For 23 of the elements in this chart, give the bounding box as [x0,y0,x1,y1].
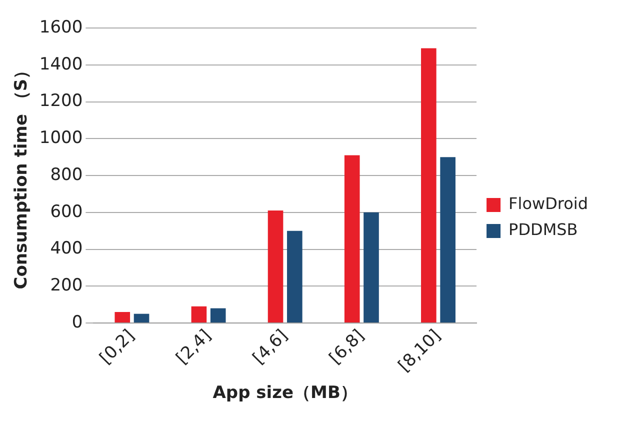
bar [364,212,379,323]
legend-label: FlowDroid [508,194,588,214]
bar [421,48,436,323]
y-tick-label: 1400 [39,54,83,74]
y-tick-label: 1600 [39,17,83,38]
bar [440,157,456,323]
bar [268,210,284,323]
y-tick-label: 200 [50,276,83,296]
bar [287,230,302,323]
bar [114,312,130,323]
legend-label: PDDMSB [508,220,578,240]
y-tick-label: 1200 [39,91,83,112]
bar [210,308,226,323]
bar [191,306,207,323]
y-tick-label: 600 [50,202,83,222]
y-tick-label: 400 [50,238,83,259]
x-axis-title: App size（MB） [212,383,358,404]
y-tick-label: 800 [50,164,83,185]
bar [134,314,150,323]
bar [344,155,360,323]
y-axis-title: Consumption time （S） [12,62,32,290]
y-tick-label: 1000 [39,128,83,148]
y-tick-label: 0 [72,312,83,332]
